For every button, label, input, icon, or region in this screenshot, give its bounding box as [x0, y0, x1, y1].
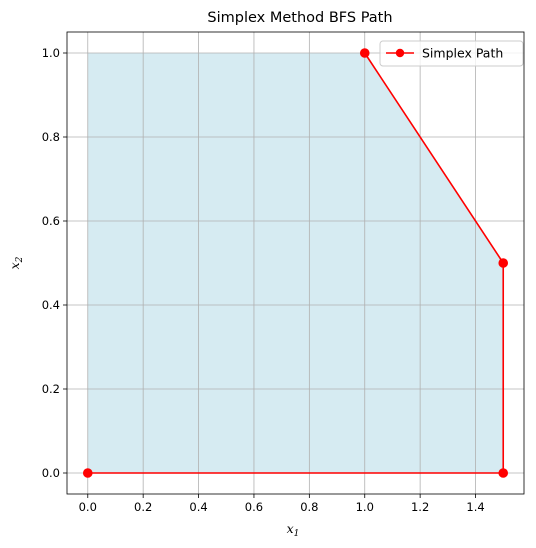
y-tick-label: 1.0: [42, 46, 60, 60]
data-point: [498, 468, 509, 478]
data-point: [498, 258, 509, 268]
legend-marker-swatch: [395, 48, 405, 58]
x-tick-label: 0.2: [134, 500, 152, 514]
x-tick-label: 1.4: [466, 500, 484, 514]
feasible-region: [87, 53, 504, 473]
x-tick-label: 0.4: [189, 500, 207, 514]
y-axis-label: x2: [7, 256, 25, 269]
y-tick-label: 0.4: [42, 298, 60, 312]
chart-title: Simplex Method BFS Path: [207, 10, 392, 26]
x-tick-label: 0.8: [300, 500, 318, 514]
x-tick-label: 0.6: [245, 500, 263, 514]
x-tick-label: 0.0: [79, 500, 97, 514]
data-point: [82, 468, 93, 478]
legend: Simplex Path: [379, 40, 524, 67]
x-axis-label: x1: [287, 521, 300, 539]
y-axis-ticks: 0.0 0.2 0.4 0.6 0.8 1.0: [42, 46, 67, 480]
series-line: [87, 52, 505, 474]
legend-label: Simplex Path: [422, 46, 503, 61]
x-tick-label: 1.0: [356, 500, 374, 514]
axes-frame: [66, 31, 525, 495]
y-tick-label: 0.8: [42, 130, 60, 144]
x-axis-ticks: 0.0 0.2 0.4 0.6 0.8 1.0 1.2 1.4: [79, 494, 485, 514]
y-tick-label: 0.0: [42, 466, 60, 480]
y-tick-label: 0.6: [42, 214, 60, 228]
plot-area: [66, 31, 525, 495]
y-tick-label: 0.2: [42, 382, 60, 396]
legend-box: [379, 40, 524, 67]
x-tick-label: 1.2: [411, 500, 429, 514]
data-point: [359, 48, 370, 58]
